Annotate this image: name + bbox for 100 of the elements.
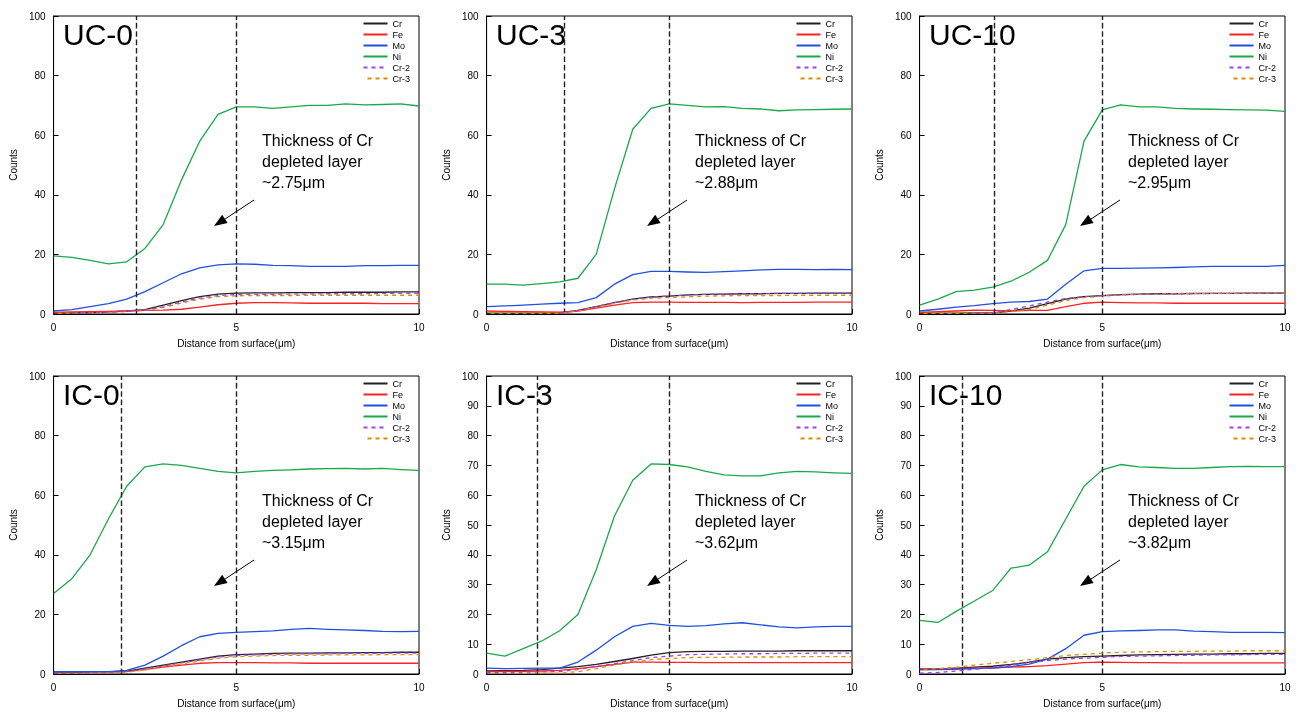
legend-label: Cr xyxy=(825,18,835,29)
y-tick-label: 100 xyxy=(28,370,47,382)
annotation: Thickness of Cr depleted layer ~3.62μm xyxy=(695,492,807,551)
y-tick-label: 20 xyxy=(900,248,913,260)
x-tick-label: 10 xyxy=(846,681,858,693)
x-axis-title: Distance from surface(μm) xyxy=(610,337,729,349)
line-series xyxy=(918,463,1286,624)
legend-label: Ni xyxy=(825,411,834,422)
annotation: Thickness of Cr depleted layer ~3.15μm xyxy=(262,492,374,551)
legend-label: Fe xyxy=(1258,389,1270,400)
y-tick-label: 80 xyxy=(467,430,480,442)
y-tick-label: 80 xyxy=(900,70,913,82)
legend-label: Cr-3 xyxy=(1258,73,1276,84)
legend-label: Fe xyxy=(392,389,404,400)
line-series xyxy=(485,463,853,657)
legend-label: Cr xyxy=(392,378,402,389)
x-tick-label: 5 xyxy=(1099,321,1106,333)
y-tick-label: 40 xyxy=(34,549,47,561)
y-tick-label: 0 xyxy=(40,668,47,680)
y-tick-label: 80 xyxy=(34,430,47,442)
line-series xyxy=(918,661,1286,670)
legend-label: Cr xyxy=(825,378,835,389)
annotation: Thickness of Cr depleted layer ~2.88μm xyxy=(695,132,807,191)
x-tick-label: 10 xyxy=(1279,681,1291,693)
legend-label: Cr-3 xyxy=(825,73,843,84)
y-axis-title: Counts xyxy=(7,509,19,541)
y-tick-label: 60 xyxy=(34,129,47,141)
y-tick-label: 90 xyxy=(900,400,913,412)
line-series xyxy=(52,103,420,265)
legend-label: Fe xyxy=(392,29,404,40)
y-tick-label: 60 xyxy=(34,489,47,501)
y-tick-label: 30 xyxy=(900,579,913,591)
y-tick-label: 80 xyxy=(34,70,47,82)
x-axis-title: Distance from surface(μm) xyxy=(1043,337,1162,349)
x-tick-label: 0 xyxy=(916,681,923,693)
legend-label: Cr-2 xyxy=(825,422,843,433)
line-series xyxy=(52,463,420,595)
legend-label: Cr-3 xyxy=(1258,433,1276,444)
y-tick-label: 100 xyxy=(894,370,913,382)
y-tick-label: 40 xyxy=(467,189,480,201)
x-tick-label: 0 xyxy=(916,321,923,333)
y-axis-title: Counts xyxy=(440,509,452,541)
y-tick-label: 70 xyxy=(467,459,480,471)
y-tick-label: 100 xyxy=(28,10,47,22)
x-tick-label: 10 xyxy=(1279,321,1291,333)
chart-title: IC-10 xyxy=(929,377,1003,411)
y-tick-label: 10 xyxy=(467,638,480,650)
y-tick-label: 60 xyxy=(900,129,913,141)
y-tick-label: 30 xyxy=(467,579,480,591)
y-axis-title: Counts xyxy=(7,149,19,181)
legend-label: Cr-3 xyxy=(392,433,410,444)
y-tick-label: 80 xyxy=(467,70,480,82)
y-tick-label: 60 xyxy=(900,489,913,501)
y-tick-label: 40 xyxy=(900,549,913,561)
legend-label: Cr-2 xyxy=(392,422,410,433)
x-axis-title: Distance from surface(μm) xyxy=(177,337,296,349)
x-tick-label: 0 xyxy=(483,321,490,333)
legend-label: Ni xyxy=(825,51,834,62)
y-tick-label: 20 xyxy=(900,608,913,620)
x-tick-label: 5 xyxy=(233,321,240,333)
y-axis-title: Counts xyxy=(440,149,452,181)
legend-label: Cr xyxy=(1258,378,1268,389)
legend-label: Mo xyxy=(392,40,406,51)
y-tick-label: 60 xyxy=(467,489,480,501)
legend-label: Ni xyxy=(1258,51,1267,62)
chart-title: UC-0 xyxy=(63,17,134,51)
annotation: Thickness of Cr depleted layer ~3.82μm xyxy=(1128,492,1240,551)
line-series xyxy=(559,292,853,314)
legend-label: Mo xyxy=(1258,400,1272,411)
y-tick-label: 100 xyxy=(461,10,480,22)
x-tick-label: 0 xyxy=(483,681,490,693)
line-series xyxy=(918,629,1286,671)
y-axis-title: Counts xyxy=(873,149,885,181)
y-tick-label: 20 xyxy=(467,248,480,260)
legend-label: Ni xyxy=(1258,411,1267,422)
y-tick-label: 60 xyxy=(467,129,480,141)
legend-label: Fe xyxy=(1258,29,1270,40)
y-tick-label: 0 xyxy=(906,308,913,320)
y-tick-label: 0 xyxy=(40,308,47,320)
legend-label: Cr-2 xyxy=(392,62,410,73)
x-tick-label: 5 xyxy=(666,681,673,693)
legend-label: Cr-3 xyxy=(392,73,410,84)
y-tick-label: 80 xyxy=(900,430,913,442)
legend-label: Cr xyxy=(392,18,402,29)
annotation: Thickness of Cr depleted layer ~2.75μm xyxy=(262,132,374,191)
legend-label: Mo xyxy=(825,400,839,411)
y-axis-title: Counts xyxy=(873,509,885,541)
y-tick-label: 90 xyxy=(467,400,480,412)
x-tick-label: 5 xyxy=(666,321,673,333)
annotation: Thickness of Cr depleted layer ~2.95μm xyxy=(1128,132,1240,191)
line-series xyxy=(485,268,853,308)
y-tick-label: 0 xyxy=(473,308,480,320)
legend-label: Ni xyxy=(392,51,401,62)
legend-label: Fe xyxy=(825,29,837,40)
legend-label: Cr-2 xyxy=(1258,422,1276,433)
legend-label: Fe xyxy=(825,389,837,400)
x-tick-label: 0 xyxy=(50,321,57,333)
y-tick-label: 40 xyxy=(467,549,480,561)
y-tick-label: 100 xyxy=(461,370,480,382)
legend-label: Cr xyxy=(1258,18,1268,29)
